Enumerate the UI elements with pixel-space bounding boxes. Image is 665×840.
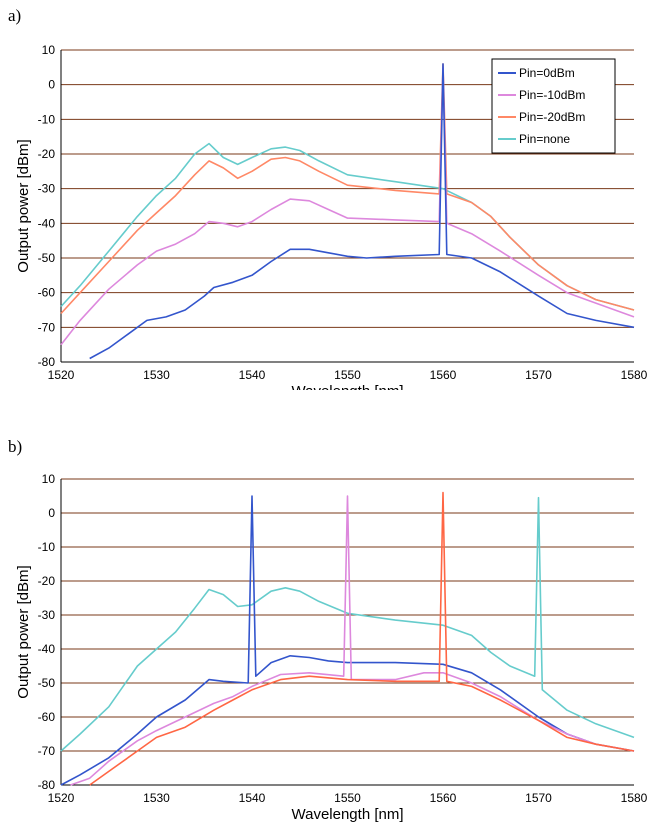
y-tick-label: -50 <box>38 676 56 690</box>
x-tick-label: 1560 <box>430 368 457 382</box>
x-axis-label: Wavelength [nm] <box>292 806 404 823</box>
x-tick-label: 1560 <box>430 791 457 805</box>
series-line-pin-20dbm <box>60 63 635 315</box>
y-tick-label: -30 <box>38 182 56 196</box>
y-axis-label: Output power [dBm] <box>15 139 32 272</box>
x-tick-label: 1530 <box>143 368 170 382</box>
x-tick-label: 1570 <box>525 368 552 382</box>
y-tick-label: -50 <box>38 251 56 265</box>
x-tick-label: 1580 <box>621 368 648 382</box>
series-line-1-0 <box>60 496 635 752</box>
y-tick-label: -70 <box>38 320 56 334</box>
y-tick-label: -80 <box>38 778 56 792</box>
y-tick-label: 10 <box>42 472 56 486</box>
x-tick-label: 1540 <box>239 368 266 382</box>
x-tick-label: 1550 <box>334 368 361 382</box>
series-line-pin-10dbm <box>60 66 635 346</box>
y-tick-label: 10 <box>42 43 56 57</box>
series-line-pin-0dbm <box>89 63 635 360</box>
x-tick-label: 1580 <box>621 791 648 805</box>
x-tick-label: 1530 <box>143 791 170 805</box>
series-line-1-1 <box>60 495 635 786</box>
y-tick-label: -40 <box>38 642 56 656</box>
y-tick-label: -70 <box>38 744 56 758</box>
legend: Pin=0dBm Pin=-10dBm Pin=-20dBm Pin=none <box>491 58 616 154</box>
y-tick-label: -30 <box>38 608 56 622</box>
y-tick-label: -20 <box>38 574 56 588</box>
y-tick-label: 0 <box>48 78 55 92</box>
y-tick-label: -40 <box>38 216 56 230</box>
y-axis-label: Output power [dBm] <box>15 565 32 698</box>
x-tick-label: 1550 <box>334 791 361 805</box>
y-tick-label: -80 <box>38 355 56 369</box>
y-tick-label: -60 <box>38 710 56 724</box>
y-tick-label: -20 <box>38 147 56 161</box>
y-tick-label: 0 <box>48 506 55 520</box>
x-tick-label: 1520 <box>48 368 75 382</box>
y-tick-label: -60 <box>38 286 56 300</box>
series-line-1-3 <box>89 491 635 786</box>
y-tick-label: -10 <box>38 112 56 126</box>
x-tick-label: 1540 <box>239 791 266 805</box>
panel-a-label: a) <box>8 6 22 25</box>
legend-label: Pin=none <box>519 132 570 146</box>
x-tick-label: 1570 <box>525 791 552 805</box>
legend-label: Pin=-10dBm <box>519 88 585 102</box>
x-tick-label: 1520 <box>48 791 75 805</box>
x-axis-label: Wavelength [nm] <box>292 383 404 390</box>
y-tick-label: -10 <box>38 540 56 554</box>
panel-b-label: b) <box>8 437 23 456</box>
series-line-1-2 <box>70 495 635 786</box>
legend-box <box>491 58 616 154</box>
legend-label: Pin=-20dBm <box>519 110 585 124</box>
legend-label: Pin=0dBm <box>519 66 575 80</box>
series-line-pin-none <box>60 142 635 311</box>
